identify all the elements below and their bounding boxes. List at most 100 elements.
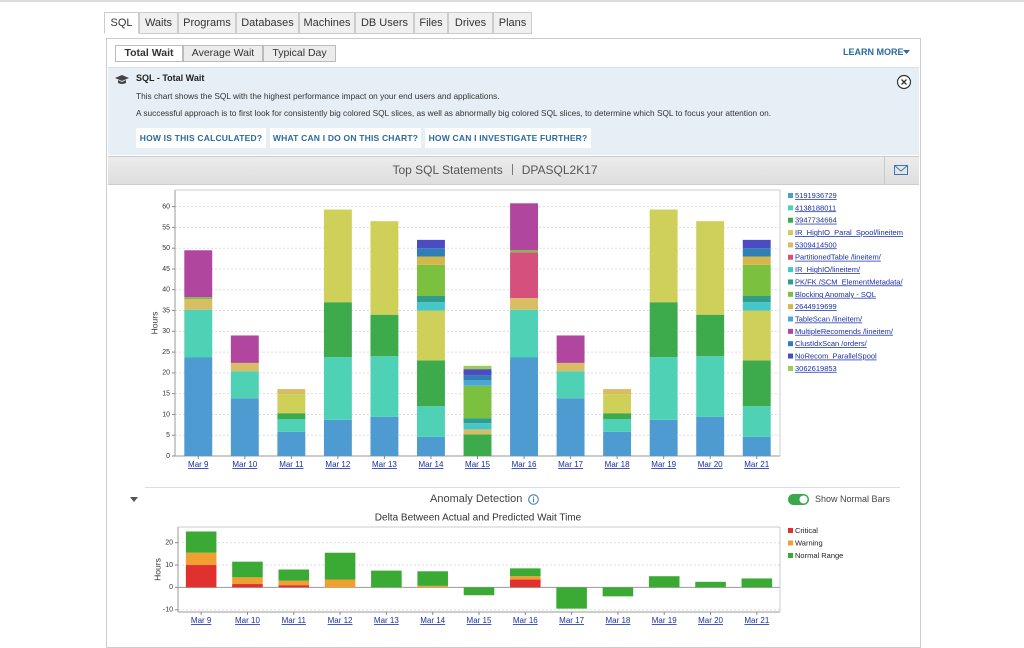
section-rule — [145, 487, 900, 488]
x-tick-label[interactable]: Mar 11 — [279, 460, 304, 469]
bar-segment — [603, 431, 632, 456]
bar-segment — [184, 250, 213, 298]
info-button[interactable]: HOW CAN I INVESTIGATE FURTHER? — [425, 128, 591, 148]
bar-segment — [324, 579, 356, 588]
x-tick-label[interactable]: Mar 10 — [235, 616, 260, 625]
bar-segment — [603, 389, 632, 395]
x-tick-label[interactable]: Mar 19 — [652, 616, 677, 625]
x-tick-label[interactable]: Mar 21 — [744, 460, 769, 469]
x-tick-label[interactable]: Mar 13 — [372, 460, 397, 469]
learn-more[interactable]: LEARN MORE — [843, 47, 904, 57]
legend-label[interactable]: PK/FK /SCM_ElementMetadata/ — [795, 277, 903, 286]
tab[interactable]: Drives — [448, 12, 493, 34]
legend-label[interactable]: NoRecom_ParallelSpool — [795, 352, 877, 361]
bar-segment — [417, 310, 445, 361]
x-tick-label[interactable]: Mar 12 — [325, 460, 350, 469]
bar-segment — [510, 357, 538, 456]
bar-segment — [603, 413, 632, 420]
x-tick-label[interactable]: Mar 12 — [328, 616, 353, 625]
legend-label[interactable]: ClustIdxScan /orders/ — [795, 339, 868, 348]
info-button[interactable]: WHAT CAN I DO ON THIS CHART? — [270, 128, 421, 148]
bar-segment — [603, 394, 632, 414]
bar-segment — [510, 576, 541, 580]
x-tick-label[interactable]: Mar 20 — [698, 460, 723, 469]
bar-segment — [510, 203, 538, 251]
info-icon[interactable] — [528, 494, 539, 505]
y-tick-label: 30 — [162, 328, 170, 335]
bar-segment — [556, 398, 585, 456]
bar-segment — [417, 248, 445, 257]
x-tick-label[interactable]: Mar 14 — [419, 460, 444, 469]
x-tick-label[interactable]: Mar 19 — [651, 460, 676, 469]
x-tick-label[interactable]: Mar 15 — [465, 460, 490, 469]
tab[interactable]: DB Users — [355, 12, 414, 34]
y-tick-label: 0 — [166, 453, 170, 460]
x-tick-label[interactable]: Mar 16 — [512, 460, 537, 469]
legend-label[interactable]: 5191936729 — [795, 191, 837, 200]
bar-segment — [463, 385, 492, 419]
legend-swatch — [788, 230, 793, 236]
x-tick-label[interactable]: Mar 17 — [558, 460, 583, 469]
bar-segment — [463, 418, 492, 424]
tab[interactable]: SQL — [104, 12, 139, 34]
x-tick-label[interactable]: Mar 14 — [420, 616, 445, 625]
legend-label[interactable]: 5309414500 — [795, 240, 837, 249]
x-tick-label[interactable]: Mar 21 — [744, 616, 769, 625]
bar-segment — [417, 360, 445, 407]
tab[interactable]: Programs — [178, 12, 236, 34]
y-tick-label: 0 — [169, 584, 173, 591]
legend-label[interactable]: 3062619853 — [795, 364, 837, 373]
legend-label: Warning — [795, 538, 823, 547]
legend-label[interactable]: MultipleRecomends /lineitem/ — [795, 327, 894, 336]
x-tick-label[interactable]: Mar 16 — [513, 616, 538, 625]
x-tick-label[interactable]: Mar 15 — [467, 616, 492, 625]
bar-segment — [371, 570, 402, 588]
x-tick-label[interactable]: Mar 20 — [698, 616, 723, 625]
tab[interactable]: Files — [414, 12, 448, 34]
legend-label[interactable]: IR_HighIO_Paral_Spool/lineitem — [795, 228, 903, 237]
tab[interactable]: Machines — [299, 12, 355, 34]
bar-segment — [277, 419, 306, 432]
info-button[interactable]: HOW IS THIS CALCULATED? — [136, 128, 266, 148]
x-tick-label[interactable]: Mar 10 — [232, 460, 257, 469]
legend-label[interactable]: TableScan /lineitem/ — [795, 314, 863, 323]
collapse-caret[interactable] — [130, 497, 138, 503]
x-tick-label[interactable]: Mar 9 — [191, 616, 212, 625]
bar-segment — [742, 248, 771, 257]
bar-segment — [742, 264, 771, 296]
legend-label[interactable]: Blocking Anomaly - SQL — [795, 290, 876, 299]
toggle[interactable] — [788, 494, 810, 506]
toggle-label[interactable]: Show Normal Bars — [815, 494, 891, 504]
legend-label[interactable]: 2644919699 — [795, 302, 837, 311]
x-tick-label[interactable]: Mar 9 — [188, 460, 209, 469]
legend-label[interactable]: IR_HighIO/lineitem/ — [795, 265, 861, 274]
x-tick-label[interactable]: Mar 18 — [605, 616, 630, 625]
subtab[interactable]: Average Wait — [183, 45, 263, 62]
bar-segment — [741, 578, 773, 588]
x-tick-label[interactable]: Mar 17 — [559, 616, 584, 625]
tab[interactable]: Plans — [493, 12, 532, 34]
bar-segment — [417, 585, 448, 588]
x-tick-label[interactable]: Mar 13 — [374, 616, 399, 625]
bar-segment — [463, 587, 495, 596]
bar-segment — [185, 552, 217, 566]
bar-segment — [742, 295, 771, 303]
bar-segment — [742, 302, 771, 311]
bar-segment — [185, 531, 217, 553]
subtab[interactable]: Typical Day — [263, 45, 336, 62]
x-tick-label[interactable]: Mar 18 — [605, 460, 630, 469]
legend-label[interactable]: 4138188011 — [795, 203, 836, 212]
legend-label[interactable]: PartitionedTable /lineitem/ — [795, 253, 882, 262]
bar-segment — [184, 297, 213, 300]
x-tick-label[interactable]: Mar 11 — [282, 616, 307, 625]
tab[interactable]: Databases — [236, 12, 299, 34]
bar-segment — [417, 264, 445, 296]
legend-label[interactable]: 3947734664 — [795, 216, 837, 225]
email-button[interactable] — [894, 165, 909, 176]
info-text: This chart shows the SQL with the highes… — [136, 91, 500, 101]
subtab[interactable]: Total Wait — [115, 45, 183, 62]
tab[interactable]: Waits — [139, 12, 178, 34]
close-button[interactable] — [896, 74, 912, 90]
